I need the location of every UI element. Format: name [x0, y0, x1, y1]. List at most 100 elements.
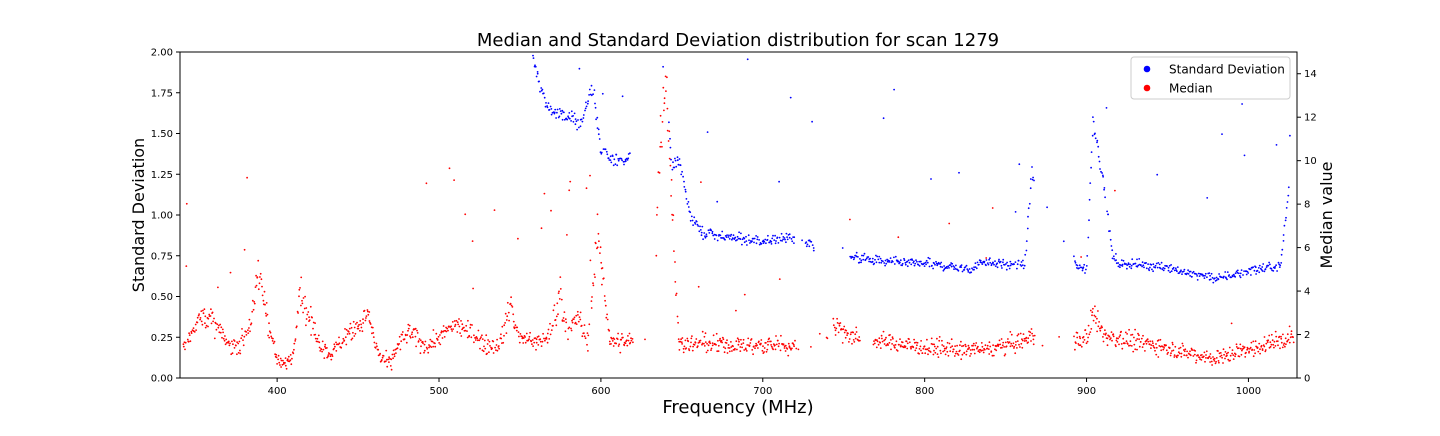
data-point [1257, 267, 1260, 269]
data-point [1085, 268, 1087, 271]
data-point [1150, 263, 1153, 266]
data-point [390, 358, 393, 361]
data-point [942, 350, 944, 353]
data-point [390, 368, 393, 371]
data-point [371, 326, 374, 329]
data-point [690, 215, 693, 218]
data-point [869, 257, 871, 260]
data-point [388, 361, 390, 363]
data-point [945, 347, 947, 350]
data-point [1192, 270, 1195, 273]
data-point [920, 349, 922, 352]
data-point [451, 321, 454, 323]
data-point [1248, 350, 1250, 353]
data-point [1206, 197, 1209, 199]
data-point [686, 203, 689, 205]
data-point [930, 178, 932, 180]
data-point [686, 337, 689, 340]
data-point [1083, 263, 1086, 266]
data-point [1228, 346, 1231, 349]
data-point [553, 304, 556, 307]
data-point [350, 338, 353, 341]
data-point [1210, 272, 1213, 275]
data-point [1231, 349, 1234, 351]
data-point [968, 268, 971, 270]
data-point [1010, 333, 1013, 336]
data-point [1205, 350, 1208, 353]
data-point [906, 342, 909, 345]
data-point [1027, 215, 1029, 218]
data-point [1229, 359, 1231, 362]
data-point [1240, 269, 1243, 271]
data-point [746, 344, 749, 346]
data-point [227, 341, 230, 344]
data-point [1151, 268, 1153, 271]
data-point [621, 95, 624, 98]
axes: 400 500 600 700 800 900 10000.000.250.500.751.… [151, 48, 1317, 398]
data-point [1209, 278, 1212, 281]
data-point [1270, 343, 1273, 346]
data-point [192, 327, 195, 329]
data-point [365, 317, 367, 319]
data-point [579, 311, 582, 314]
data-point [947, 354, 950, 357]
data-point [512, 313, 515, 316]
data-point [1219, 355, 1222, 358]
data-point [1196, 275, 1198, 277]
data-point [1137, 264, 1140, 267]
data-point [1264, 350, 1267, 353]
data-point [981, 263, 984, 265]
data-point [453, 320, 456, 322]
data-point [1227, 351, 1229, 354]
data-point [184, 348, 186, 351]
data-point [964, 266, 967, 268]
data-point [381, 356, 384, 359]
data-point [818, 332, 821, 335]
data-point [1014, 352, 1017, 355]
data-point [678, 158, 681, 160]
data-point [560, 112, 563, 115]
data-point [1284, 219, 1287, 222]
data-point [667, 140, 670, 142]
data-point [1078, 267, 1080, 270]
data-point [766, 348, 769, 351]
data-point [204, 326, 207, 329]
data-point [1289, 134, 1291, 137]
data-point [258, 282, 261, 285]
data-point [1236, 269, 1239, 272]
data-point [1131, 258, 1134, 261]
data-point [1284, 337, 1287, 340]
data-point [344, 328, 346, 330]
data-point [589, 174, 591, 177]
data-point [1178, 352, 1181, 355]
data-point [661, 121, 664, 123]
data-point [1058, 336, 1060, 338]
data-point [1183, 268, 1186, 271]
data-point [193, 331, 196, 333]
data-point [1218, 273, 1220, 275]
data-point [927, 353, 929, 356]
data-point [970, 352, 972, 355]
data-point [726, 234, 728, 237]
data-point [541, 340, 544, 343]
data-point [1275, 264, 1277, 267]
data-point [833, 326, 836, 329]
data-point [1135, 339, 1137, 342]
data-point [681, 343, 683, 345]
y-right-tick-label: 2 [1304, 330, 1310, 341]
y-right-tick-label: 4 [1304, 287, 1310, 298]
data-point [889, 334, 891, 336]
data-point [554, 319, 557, 321]
data-point [555, 117, 557, 119]
data-point [385, 349, 388, 352]
data-point [1075, 342, 1077, 344]
data-point [321, 340, 324, 343]
data-point [913, 338, 915, 341]
data-point [576, 128, 578, 131]
data-point [1202, 355, 1205, 358]
data-point [1171, 341, 1174, 344]
data-point [899, 338, 901, 340]
data-point [428, 346, 430, 349]
data-point [434, 342, 436, 345]
data-point [847, 332, 849, 335]
